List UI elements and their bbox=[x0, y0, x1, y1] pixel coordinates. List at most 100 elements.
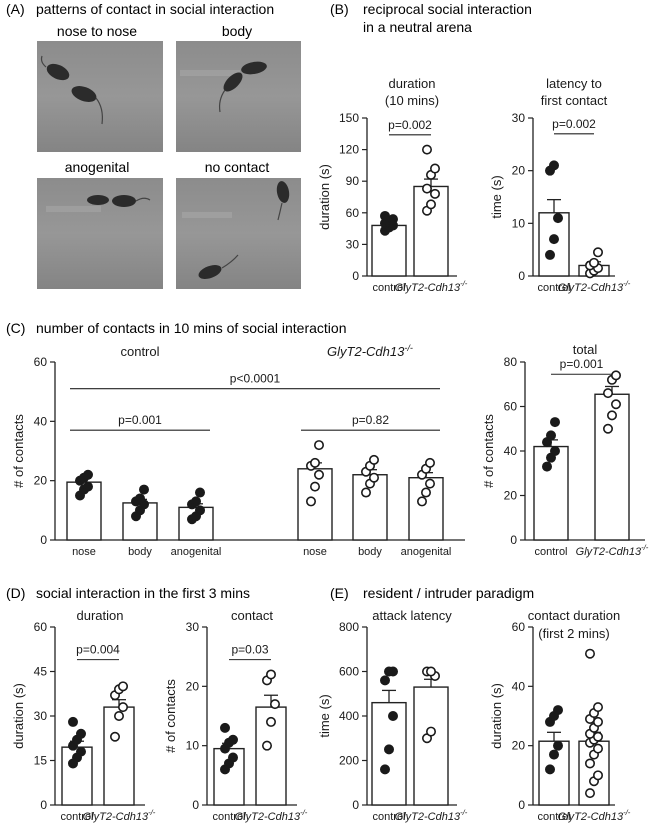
y-tick-label: 60 bbox=[346, 206, 360, 220]
group-label-control: control bbox=[120, 344, 159, 359]
x-tick-label: GlyT2-Cdh13-/- bbox=[395, 808, 468, 823]
y-tick-label: 0 bbox=[518, 798, 525, 812]
photo-nose-to-nose: nose to nose bbox=[37, 23, 163, 152]
chart-contact-duration-2min: contact duration (first 2 mins) 0 20 40 60 dur… bbox=[489, 608, 631, 823]
x-tick-label: GlyT2-Cdh13-/- bbox=[235, 808, 308, 823]
data-point-filled bbox=[135, 493, 146, 504]
data-point-open bbox=[592, 743, 603, 754]
y-tick-label: 20 bbox=[504, 489, 518, 503]
data-point-open bbox=[313, 440, 324, 451]
y-tick-label: 30 bbox=[34, 709, 48, 723]
photo-anogenital: anogenital bbox=[37, 159, 163, 289]
x-tick-label: control bbox=[212, 811, 245, 823]
data-point-filled bbox=[228, 734, 239, 745]
data-point-filled bbox=[548, 160, 559, 171]
data-point-filled bbox=[220, 722, 231, 733]
data-point-filled bbox=[387, 214, 398, 225]
y-axis-label: # of contacts bbox=[163, 679, 178, 753]
data-point-open bbox=[118, 681, 129, 692]
chart-title: duration bbox=[389, 76, 436, 91]
data-point-filled bbox=[552, 213, 563, 224]
data-point-open bbox=[610, 399, 621, 410]
p-value-label: p=0.004 bbox=[76, 643, 120, 657]
x-tick-label: control bbox=[537, 811, 570, 823]
data-point-open bbox=[592, 770, 603, 781]
bar bbox=[413, 686, 449, 806]
y-axis-label: time (s) bbox=[489, 175, 504, 218]
y-axis-label: # of contacts bbox=[11, 414, 26, 488]
chart-contact-first-3min: contact 0 10 20 30 # of contacts controlGlyT2-… bbox=[163, 608, 308, 823]
p-value-label: p=0.002 bbox=[388, 118, 432, 132]
data-point-open bbox=[425, 726, 436, 737]
chart-attack-latency: attack latency 0 200 400 600 800 time (s) contr… bbox=[317, 608, 468, 823]
y-tick-label: 150 bbox=[339, 111, 359, 125]
bar bbox=[297, 468, 333, 541]
data-point-open bbox=[368, 472, 379, 483]
data-point-filled bbox=[379, 210, 390, 221]
data-point-filled bbox=[76, 746, 87, 757]
arena-background bbox=[176, 41, 301, 152]
data-point-open bbox=[429, 188, 440, 199]
arena-background bbox=[37, 178, 163, 289]
data-point-open bbox=[305, 496, 316, 507]
panel-a-title: patterns of contact in social interactio… bbox=[36, 1, 274, 17]
data-point-filled bbox=[552, 740, 563, 751]
chart-title: contact duration bbox=[528, 608, 621, 623]
y-axis-label: time (s) bbox=[317, 694, 332, 737]
data-point-filled bbox=[76, 728, 87, 739]
data-point-open bbox=[265, 669, 276, 680]
data-point-filled bbox=[548, 234, 559, 245]
y-tick-label: 0 bbox=[40, 798, 47, 812]
data-point-open bbox=[313, 469, 324, 480]
data-point-filled bbox=[68, 716, 79, 727]
chart-total-contacts: total 0 20 40 60 80 # of contacts control GlyT2-… bbox=[481, 342, 649, 558]
p-value-label: p=0.001 bbox=[118, 413, 162, 427]
data-point-filled bbox=[191, 496, 202, 507]
x-tick-label: GlyT2-Cdh13-/- bbox=[558, 808, 631, 823]
photo-label: body bbox=[222, 23, 252, 39]
data-point-filled bbox=[541, 461, 552, 472]
y-tick-label: 10 bbox=[186, 739, 200, 753]
data-point-open bbox=[368, 454, 379, 465]
data-point-open bbox=[261, 740, 272, 751]
p-value-label: p=0.002 bbox=[552, 117, 596, 131]
data-point-open bbox=[360, 487, 371, 498]
bar bbox=[103, 706, 135, 806]
data-point-open bbox=[269, 699, 280, 710]
chart-title: (10 mins) bbox=[385, 93, 439, 108]
y-tick-label: 90 bbox=[346, 174, 360, 188]
data-point-filled bbox=[552, 705, 563, 716]
y-tick-label: 60 bbox=[504, 400, 518, 414]
data-point-open bbox=[584, 788, 595, 799]
group-label-mutant: GlyT2-Cdh13-/- bbox=[327, 343, 413, 359]
chart-duration-10min: duration (10 mins) 0 30 60 90 120 150 duration (… bbox=[317, 76, 468, 294]
data-point-open bbox=[425, 666, 436, 677]
data-point-open bbox=[602, 388, 613, 399]
chart-title: duration bbox=[77, 608, 124, 623]
photo-no-contact: no contact bbox=[176, 159, 301, 289]
chart-title: contact bbox=[231, 608, 273, 623]
x-tick-label: nose bbox=[303, 546, 327, 558]
x-tick-label: nose bbox=[72, 546, 96, 558]
data-point-filled bbox=[387, 666, 398, 677]
p-value-label: p=0.03 bbox=[231, 643, 268, 657]
data-point-open bbox=[309, 481, 320, 492]
y-tick-label: 60 bbox=[512, 620, 526, 634]
panel-b-letter: (B) bbox=[330, 1, 349, 17]
y-tick-label: 40 bbox=[512, 679, 526, 693]
data-point-open bbox=[424, 478, 435, 489]
y-tick-label: 400 bbox=[339, 709, 359, 723]
chart-contacts-by-type: 0 20 40 60 # of contacts nose body anogenital no… bbox=[11, 343, 465, 558]
p-value-label: p=0.001 bbox=[560, 357, 604, 371]
x-tick-label: anogenital bbox=[171, 546, 222, 558]
data-point-filled bbox=[387, 710, 398, 721]
panel-a-letter: (A) bbox=[6, 1, 25, 17]
y-tick-label: 0 bbox=[40, 533, 47, 547]
data-point-filled bbox=[379, 675, 390, 686]
data-point-filled bbox=[549, 445, 560, 456]
y-tick-label: 40 bbox=[34, 414, 48, 428]
p-value-label: p<0.0001 bbox=[230, 372, 281, 386]
data-point-open bbox=[429, 163, 440, 174]
y-tick-label: 30 bbox=[346, 237, 360, 251]
data-point-filled bbox=[548, 749, 559, 760]
